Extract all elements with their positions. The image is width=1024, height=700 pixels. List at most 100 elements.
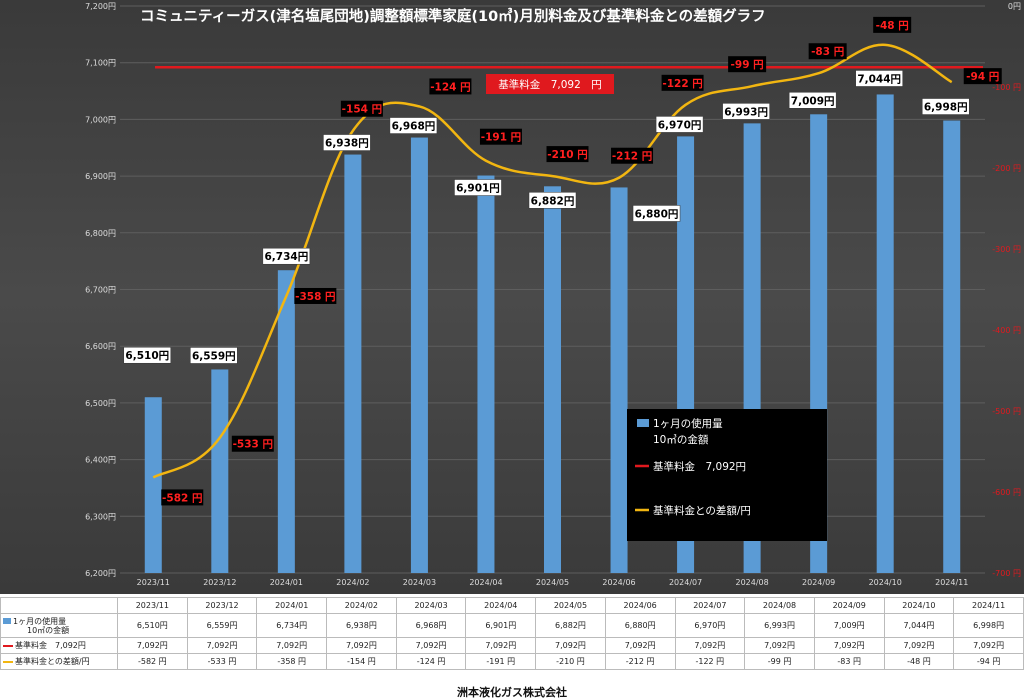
bar-value-label: 6,993円 xyxy=(724,106,768,118)
bar-value-label-box xyxy=(190,347,238,364)
difference-value-label-box xyxy=(546,146,589,163)
difference-value-label-box xyxy=(873,16,912,33)
bar-value-label: 6,970円 xyxy=(658,119,702,131)
bar-value-label-box xyxy=(389,117,438,134)
left-axis-tick-label: 6,800円 xyxy=(85,229,116,238)
bar xyxy=(410,137,428,573)
difference-value-label: -124 円 xyxy=(430,81,470,93)
table-header-cell: 2024/10 xyxy=(883,597,955,614)
right-axis-tick-label: 0円 xyxy=(1008,2,1021,11)
table-header-cell: 2023/11 xyxy=(117,597,188,614)
table-cell: -94 円 xyxy=(953,653,1024,670)
chart-area: コミュニティーガス(津名塩尾団地)調整額標準家庭(10㎥)月別料金及び基準料金と… xyxy=(0,0,1024,594)
bar-value-label-box xyxy=(323,134,371,151)
difference-value-label-box xyxy=(161,489,204,506)
table-cell: 7,092円 xyxy=(326,637,397,654)
table-cell: -582 円 xyxy=(117,653,188,670)
chart-title: コミュニティーガス(津名塩尾団地)調整額標準家庭(10㎥)月別料金及び基準料金と… xyxy=(140,7,766,25)
x-axis-tick-label: 2024/07 xyxy=(669,578,702,587)
table-cell: -533 円 xyxy=(186,653,258,670)
table-cell: -210 円 xyxy=(535,653,606,670)
difference-value-label: -582 円 xyxy=(162,492,202,504)
table-cell: 6,993円 xyxy=(744,613,815,638)
difference-value-label: -48 円 xyxy=(876,20,909,32)
x-axis-tick-label: 2024/02 xyxy=(336,578,369,587)
base-fee-annotation: 基準料金 7,092 円 xyxy=(498,78,602,91)
bar-value-label: 6,998円 xyxy=(924,102,968,114)
left-axis-tick-label: 6,500円 xyxy=(85,399,116,408)
bar xyxy=(277,270,295,573)
difference-value-label: -83 円 xyxy=(811,46,844,58)
difference-value-label-box xyxy=(661,74,704,91)
table-row-label: 基準料金との差額/円 xyxy=(0,653,118,670)
bar-value-label-box xyxy=(722,103,770,120)
table-cell: 6,901円 xyxy=(465,613,537,638)
difference-value-label-box xyxy=(728,56,767,73)
bar-value-label-box xyxy=(123,346,172,364)
right-axis-tick-label: -200 円 xyxy=(992,164,1021,173)
table-cell: 7,092円 xyxy=(674,637,746,654)
x-axis-tick-label: 2023/12 xyxy=(203,578,236,587)
bar-value-label-box xyxy=(788,92,837,109)
bar-value-label-box xyxy=(454,179,502,196)
bar-value-label: 6,880円 xyxy=(635,208,679,220)
bar-value-label-box xyxy=(262,247,311,265)
company-footer: 洲本液化ガス株式会社 xyxy=(457,686,567,699)
table-header-cell: 2023/12 xyxy=(186,597,258,614)
table-cell: 6,734円 xyxy=(256,613,328,638)
table-cell: 7,092円 xyxy=(953,637,1024,654)
left-axis-tick-label: 6,200円 xyxy=(85,569,116,578)
table-cell: 7,092円 xyxy=(117,637,188,654)
bar xyxy=(610,187,628,573)
x-axis-tick-label: 2023/11 xyxy=(137,578,170,587)
table-header-cell: 2024/02 xyxy=(326,597,397,614)
bar-value-label: 6,882円 xyxy=(531,195,575,207)
table-cell: 6,510円 xyxy=(117,613,188,638)
x-axis-tick-label: 2024/05 xyxy=(536,578,569,587)
table-cell: 6,559円 xyxy=(186,613,258,638)
table-cell: 7,009円 xyxy=(813,613,885,638)
table-corner-cell xyxy=(0,597,118,614)
bar-value-label: 7,009円 xyxy=(791,95,835,107)
bar xyxy=(144,397,162,573)
legend-swatch-bar xyxy=(637,419,649,427)
difference-value-label-box xyxy=(808,43,847,60)
table-cell: 6,880円 xyxy=(604,613,676,638)
table-cell: -48 円 xyxy=(883,653,955,670)
bar xyxy=(544,186,561,573)
table-cell: 7,092円 xyxy=(813,637,885,654)
left-axis-tick-label: 7,100円 xyxy=(85,59,116,68)
table-row-monthly-amount: 1ヶ月の使用量 10㎥の金額 6,510円 6,559円 6,734円 6,938円 6,9… xyxy=(0,613,1024,638)
legend-label-bar-1: 1ヶ月の使用量 xyxy=(653,417,723,430)
table-header-cell: 2024/03 xyxy=(395,597,467,614)
difference-value-label: -212 円 xyxy=(612,151,652,163)
x-axis-tick-label: 2024/06 xyxy=(602,578,635,587)
difference-value-label-box xyxy=(294,287,337,304)
legend-label-bar-2: 10㎥の金額 xyxy=(653,433,709,446)
table-cell: 6,968円 xyxy=(395,613,467,638)
table-cell: -212 円 xyxy=(604,653,676,670)
table-header-cell: 2024/07 xyxy=(674,597,746,614)
difference-value-label: -210 円 xyxy=(547,149,587,161)
bar xyxy=(943,120,961,573)
bar-value-label-box xyxy=(655,116,704,133)
left-axis-tick-label: 7,200円 xyxy=(85,2,116,11)
left-axis-tick-label: 6,400円 xyxy=(85,456,116,465)
difference-value-label: -191 円 xyxy=(481,132,521,144)
left-axis-tick-label: 6,900円 xyxy=(85,172,116,181)
table-cell: 6,970円 xyxy=(674,613,746,638)
bar-value-label-box xyxy=(632,205,681,222)
legend-box xyxy=(627,409,827,541)
table-cell: 7,092円 xyxy=(186,637,258,654)
bar-value-label: 6,734円 xyxy=(264,251,308,263)
bar-value-label-box xyxy=(528,192,577,209)
table-cell: 7,092円 xyxy=(604,637,676,654)
table-cell: 7,044円 xyxy=(883,613,955,638)
table-cell: -358 円 xyxy=(256,653,328,670)
difference-value-label-box xyxy=(963,68,1002,85)
table-header-cell: 2024/06 xyxy=(604,597,676,614)
table-header-cell: 2024/05 xyxy=(535,597,606,614)
difference-value-label-box xyxy=(340,100,383,117)
difference-value-label: -122 円 xyxy=(662,78,702,90)
data-table: 2023/11 2023/12 2024/01 2024/02 2024/03 2024/… xyxy=(0,597,1024,670)
